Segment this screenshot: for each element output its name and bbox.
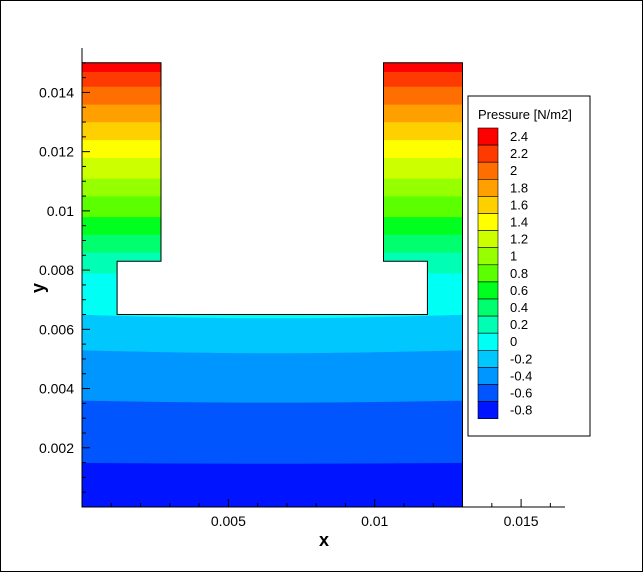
x-axis-title: x (319, 530, 329, 550)
axes: 0.005 0.01 0.015 0.002 0.004 0.006 0.008 0.01 0.… (39, 48, 565, 529)
legend-swatch (477, 298, 499, 317)
legend-swatch (477, 196, 499, 214)
y-tick-label: 0.01 (47, 203, 74, 219)
legend-label: 1.2 (510, 232, 528, 247)
x-tick-label: 0.015 (504, 513, 539, 529)
legend-swatch (477, 213, 499, 231)
legend-label: -0.4 (510, 368, 532, 383)
legend-items: 2.4 2.2 2 1.8 1.6 1.4 1.2 1 0.8 0.6 0.4 0.2 0 -0.2 -0.… (477, 127, 532, 420)
legend-swatch (477, 264, 499, 283)
legend-swatch (477, 127, 499, 146)
contour-bands (82, 62, 463, 508)
y-tick-label: 0.014 (39, 84, 74, 100)
legend-label: 1.4 (510, 215, 528, 230)
legend-label: 0.6 (510, 283, 528, 298)
legend-label: 2 (510, 163, 517, 178)
legend-swatch (477, 401, 499, 420)
contour-band (82, 121, 463, 141)
legend-swatch (477, 247, 499, 266)
domain-outline (81, 62, 463, 508)
legend-label: 0.2 (510, 317, 528, 332)
legend-swatch (477, 332, 499, 351)
legend-label: -0.6 (510, 386, 532, 401)
y-tick-label: 0.012 (39, 144, 74, 160)
legend-swatch (477, 281, 499, 300)
legend-label: 2.2 (510, 146, 528, 161)
legend-swatch (477, 230, 499, 249)
legend-swatch (477, 179, 499, 197)
contour-band (82, 314, 463, 354)
legend-swatch (477, 349, 499, 368)
x-tick-label: 0.01 (361, 513, 388, 529)
legend-label: 1.8 (510, 180, 528, 195)
legend-label: 1 (510, 249, 517, 264)
legend-label: 2.4 (510, 129, 528, 144)
y-tick-label: 0.002 (39, 440, 74, 456)
contour-band (82, 86, 463, 105)
contour-band (82, 71, 463, 87)
legend-swatch (477, 315, 499, 334)
legend-swatch (477, 144, 499, 163)
y-tick-label: 0.006 (39, 321, 74, 337)
contour-band (82, 234, 463, 253)
contour-band (82, 400, 463, 464)
contour-band (82, 462, 463, 508)
contour-band (82, 104, 463, 123)
legend-swatch (477, 367, 499, 385)
contour-band (82, 349, 463, 403)
contour-band (82, 157, 463, 179)
y-axis-title: y (28, 283, 48, 293)
legend: Pressure [N/m2] 2.4 2.2 2 1.8 1.6 1.4 1.2 1 0.8 0… (467, 95, 591, 437)
legend-title: Pressure [N/m2] (478, 107, 572, 122)
legend-label: 0.8 (510, 266, 528, 281)
contour-band (82, 178, 463, 197)
contour-band (82, 195, 463, 218)
legend-label: 1.6 (510, 197, 528, 212)
contour-band (82, 216, 463, 235)
y-tick-label: 0.004 (39, 381, 74, 397)
legend-swatch (477, 384, 499, 402)
x-tick-label: 0.005 (211, 513, 246, 529)
contour-band (82, 62, 463, 72)
contour-band (82, 252, 463, 274)
contour-band (82, 272, 463, 319)
y-tick-label: 0.008 (39, 262, 74, 278)
legend-swatch (477, 161, 499, 180)
legend-label: 0 (510, 334, 517, 349)
contour-band (82, 139, 463, 158)
legend-label: -0.2 (510, 351, 532, 366)
legend-label: 0.4 (510, 300, 528, 315)
legend-label: -0.8 (510, 403, 532, 418)
